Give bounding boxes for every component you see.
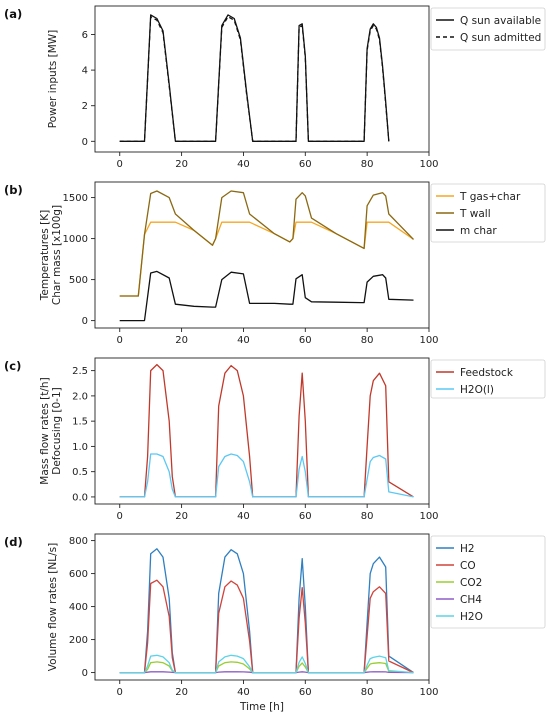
legend-box — [430, 183, 546, 243]
series-line-0 — [119, 363, 414, 498]
legend-label: T gas+char — [459, 191, 521, 203]
x-tick-label: 80 — [361, 335, 374, 346]
series-line-2 — [119, 270, 414, 322]
legend-label: CO2 — [460, 577, 482, 589]
x-tick-label: 60 — [299, 687, 312, 698]
legend-label: m char — [460, 225, 497, 237]
x-tick-label: 40 — [237, 511, 250, 522]
x-tick-label: 20 — [175, 687, 188, 698]
series-line-1 — [119, 190, 414, 297]
panel-0: (a) 0 20 40 60 80 100 0 2 4 6 Power inputs [MW] Q su… — [4, 5, 546, 170]
legend: T gas+char T wall m char — [430, 183, 546, 243]
legend: Q sun available Q sun admitted — [430, 7, 546, 51]
x-tick-label: 0 — [117, 687, 123, 698]
x-tick-label: 60 — [299, 335, 312, 346]
x-tick-label: 20 — [175, 335, 188, 346]
y-tick-label: 800 — [69, 536, 88, 547]
y-axis-label: Char mass [x100g] — [51, 205, 63, 305]
y-tick-label: 400 — [69, 602, 88, 613]
y-tick-label: 0.0 — [72, 492, 88, 503]
y-axis-label: Defocusing [0-1] — [51, 387, 63, 474]
y-tick-label: 2.0 — [72, 391, 88, 402]
y-tick-label: 0.5 — [72, 467, 88, 478]
axes-frame — [94, 5, 430, 153]
legend-label: H2O(l) — [460, 384, 494, 396]
legend-box — [430, 7, 546, 51]
legend: Feedstock H2O(l) — [430, 359, 546, 399]
x-tick-label: 60 — [299, 159, 312, 170]
y-tick-label: 1000 — [63, 234, 88, 245]
x-tick-label: 40 — [237, 335, 250, 346]
y-tick-label: 1.5 — [72, 417, 88, 428]
legend-box — [430, 535, 546, 629]
legend-label: CO — [460, 560, 476, 572]
y-tick-label: 500 — [69, 275, 88, 286]
y-axis-label: Power inputs [MW] — [47, 30, 59, 129]
legend-label: CH4 — [460, 594, 482, 606]
x-tick-label: 40 — [237, 159, 250, 170]
panel-letter: (a) — [4, 7, 22, 21]
panel-1: (b)0 20 40 60 80 100050010001500Temperatures … — [4, 181, 546, 346]
x-tick-label: 100 — [419, 511, 438, 522]
x-tick-label: 20 — [175, 511, 188, 522]
series-line-2 — [119, 661, 414, 674]
y-tick-label: 2 — [82, 101, 88, 112]
series-line-3 — [119, 671, 414, 674]
y-tick-label: 6 — [82, 30, 88, 41]
legend-label: Feedstock — [460, 367, 514, 379]
x-tick-label: 0 — [117, 511, 123, 522]
y-tick-label: 0 — [82, 316, 88, 327]
axes-frame — [94, 357, 430, 505]
y-axis-label: Mass flow rates [t/h] — [39, 377, 51, 484]
series-line-1 — [119, 579, 414, 674]
series-line-1 — [119, 453, 414, 498]
y-axis-label: Volume flow rates [NL/s] — [47, 543, 59, 671]
x-tick-label: 20 — [175, 159, 188, 170]
x-tick-label: 40 — [237, 687, 250, 698]
series-line-0 — [119, 14, 390, 142]
legend-label: H2 — [460, 543, 475, 555]
y-tick-label: 0 — [82, 137, 88, 148]
x-tick-label: 0 — [117, 335, 123, 346]
axes-frame — [94, 181, 430, 329]
legend-label: T wall — [459, 208, 491, 220]
y-axis-label: Temperatures [K] — [39, 210, 51, 301]
x-tick-label: 60 — [299, 511, 312, 522]
x-tick-label: 100 — [419, 335, 438, 346]
x-tick-label: 80 — [361, 511, 374, 522]
x-tick-label: 100 — [419, 159, 438, 170]
x-tick-label: 80 — [361, 159, 374, 170]
panel-letter: (c) — [4, 359, 21, 373]
y-tick-label: 1500 — [63, 193, 88, 204]
legend-label: Q sun available — [460, 15, 541, 27]
series-line-1 — [119, 16, 390, 142]
series-line-0 — [119, 548, 414, 674]
y-tick-label: 0 — [82, 668, 88, 679]
panel-letter: (b) — [4, 183, 23, 197]
y-tick-label: 1.0 — [72, 442, 88, 453]
legend-label: H2O — [460, 611, 483, 623]
x-tick-label: 100 — [419, 687, 438, 698]
x-axis-label: Time [h] — [239, 701, 284, 713]
y-tick-label: 2.5 — [72, 366, 88, 377]
legend-label: Q sun admitted — [460, 32, 541, 44]
y-tick-label: 600 — [69, 569, 88, 580]
panel-letter: (d) — [4, 535, 23, 549]
x-tick-label: 0 — [117, 159, 123, 170]
series-line-0 — [119, 221, 414, 297]
panel-3: (d) 0 20 40 60 80 100 0 200 400 600 800 Volume flow … — [4, 533, 546, 713]
x-tick-label: 80 — [361, 687, 374, 698]
series-line-4 — [119, 654, 414, 674]
legend: H2 CO CO2 CH4 H2O — [430, 535, 546, 629]
panel-2: (c) 0 20 40 60 80 100 0.0 0.5 1.0 1.5 2.0 2.5 Mass fl… — [4, 357, 546, 522]
y-tick-label: 200 — [69, 635, 88, 646]
y-tick-label: 4 — [82, 66, 88, 77]
legend-box — [430, 359, 546, 399]
